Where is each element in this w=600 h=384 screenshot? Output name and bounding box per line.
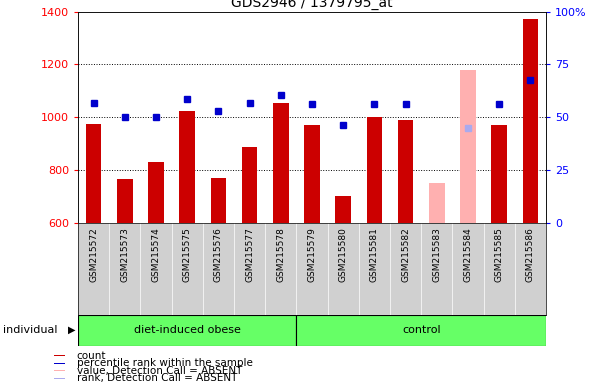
Bar [86,124,101,223]
Text: value, Detection Call = ABSENT: value, Detection Call = ABSENT [77,366,242,376]
Bar [398,120,413,223]
Text: rank, Detection Call = ABSENT: rank, Detection Call = ABSENT [77,374,237,384]
Text: GSM215582: GSM215582 [401,227,410,282]
Bar [78,315,296,346]
Bar [211,178,226,223]
Bar [117,179,133,223]
Text: GSM215584: GSM215584 [464,227,473,282]
Text: GSM215578: GSM215578 [276,227,286,282]
Bar [491,125,507,223]
Text: count: count [77,351,106,361]
Text: GSM215581: GSM215581 [370,227,379,282]
Bar [179,111,195,223]
Text: GSM215580: GSM215580 [338,227,348,282]
Bar [54,355,65,356]
Bar [335,196,351,223]
Text: control: control [402,325,440,335]
Bar [460,70,476,223]
Title: GDS2946 / 1379795_at: GDS2946 / 1379795_at [231,0,393,10]
Bar [367,117,382,223]
Bar [296,315,546,346]
Text: GSM215577: GSM215577 [245,227,254,282]
Text: GSM215575: GSM215575 [182,227,192,282]
Text: GSM215574: GSM215574 [151,227,161,282]
Bar [148,162,164,223]
Text: individual: individual [3,325,58,335]
Text: ▶: ▶ [67,325,75,335]
Text: diet-induced obese: diet-induced obese [134,325,241,335]
Text: GSM215583: GSM215583 [432,227,441,282]
Text: GSM215572: GSM215572 [89,227,98,282]
Text: GSM215576: GSM215576 [214,227,223,282]
Bar [429,183,445,223]
Bar [523,20,538,223]
Bar [242,147,257,223]
Text: GSM215573: GSM215573 [120,227,130,282]
Bar [273,103,289,223]
Text: GSM215586: GSM215586 [526,227,535,282]
Bar [304,125,320,223]
Text: percentile rank within the sample: percentile rank within the sample [77,358,253,368]
Bar [54,370,65,371]
Text: GSM215585: GSM215585 [494,227,503,282]
Bar [54,378,65,379]
Bar [54,363,65,364]
Text: GSM215579: GSM215579 [308,227,317,282]
